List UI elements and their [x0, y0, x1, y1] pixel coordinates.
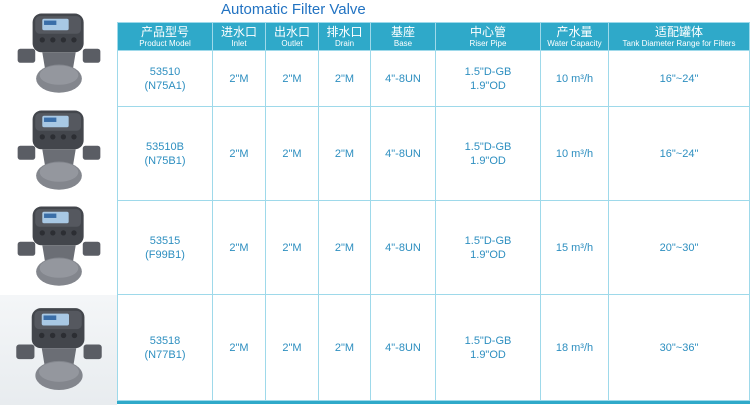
cell-riser-pipe: 1.5"D-GB 1.9"OD — [435, 200, 541, 295]
riser-line2: 1.9"OD — [470, 348, 506, 361]
cell-drain: 2"M — [318, 294, 371, 401]
cell-model: 53515 (F99B1) — [117, 200, 213, 295]
model-number: 53518 — [149, 334, 181, 347]
cell-inlet: 2"M — [212, 294, 266, 401]
col-header-en: Water Capacity — [547, 38, 602, 48]
cell-inlet: 2"M — [212, 106, 266, 201]
cell-outlet: 2"M — [265, 200, 319, 295]
model-code: (N75B1) — [144, 154, 186, 167]
riser-line2: 1.9"OD — [470, 248, 506, 261]
model-code: (N77B1) — [144, 348, 186, 361]
cell-riser-pipe: 1.5"D-GB 1.9"OD — [435, 106, 541, 201]
model-code: (F99B1) — [145, 248, 185, 261]
page-title: Automatic Filter Valve — [221, 1, 366, 18]
col-header-cn: 基座 — [390, 24, 415, 39]
col-header-cn: 出水口 — [273, 24, 310, 39]
col-header-tank-diameter: 适配罐体 Tank Diameter Range for Filters — [608, 22, 750, 51]
table-header-row: 产品型号 Product Model 进水口 Inlet 出水口 Outlet … — [117, 22, 750, 51]
cell-tank-diameter: 20"~30" — [608, 200, 750, 295]
product-photo-2 — [0, 104, 117, 198]
col-header-cn: 产品型号 — [140, 24, 189, 39]
product-photo-3 — [0, 198, 117, 295]
cell-drain: 2"M — [318, 106, 371, 201]
product-photo-column — [0, 0, 117, 410]
cell-drain: 2"M — [318, 50, 371, 107]
filter-valve-photo-icon — [17, 110, 100, 190]
cell-model: 53510 (N75A1) — [117, 50, 213, 107]
cell-base: 4"-8UN — [370, 50, 436, 107]
cell-outlet: 2"M — [265, 106, 319, 201]
cell-tank-diameter: 30"~36" — [608, 294, 750, 401]
col-header-inlet: 进水口 Inlet — [212, 22, 266, 51]
cell-water-capacity: 10 m³/h — [540, 106, 609, 201]
cell-water-capacity: 10 m³/h — [540, 50, 609, 107]
model-number: 53515 — [149, 234, 181, 247]
model-number: 53510 — [149, 65, 181, 78]
cell-model: 53510B (N75B1) — [117, 106, 213, 201]
spec-table-section: Automatic Filter Valve 产品型号 Product Mode… — [117, 0, 750, 410]
col-header-cn: 产水量 — [556, 24, 593, 39]
cell-outlet: 2"M — [265, 50, 319, 107]
bottom-accent-bar — [117, 401, 750, 404]
riser-line2: 1.9"OD — [470, 79, 506, 92]
filter-valve-photo-icon — [17, 13, 100, 93]
riser-line2: 1.9"OD — [470, 154, 506, 167]
model-number: 53510B — [146, 140, 184, 153]
model-code: (N75A1) — [144, 79, 186, 92]
col-header-en: Inlet — [231, 38, 247, 48]
col-header-en: Product Model — [139, 38, 191, 48]
table-row: 53518 (N77B1) 2"M 2"M 2"M 4"-8UN 1.5"D-G… — [117, 294, 750, 401]
cell-base: 4"-8UN — [370, 106, 436, 201]
riser-line1: 1.5"D-GB — [464, 140, 512, 153]
col-header-base: 基座 Base — [370, 22, 436, 51]
cell-drain: 2"M — [318, 200, 371, 295]
spec-table: 产品型号 Product Model 进水口 Inlet 出水口 Outlet … — [117, 22, 750, 401]
cell-riser-pipe: 1.5"D-GB 1.9"OD — [435, 50, 541, 107]
cell-inlet: 2"M — [212, 200, 266, 295]
filter-valve-photo-icon — [15, 308, 102, 390]
riser-line1: 1.5"D-GB — [464, 65, 512, 78]
cell-model: 53518 (N77B1) — [117, 294, 213, 401]
cell-tank-diameter: 16"~24" — [608, 106, 750, 201]
cell-inlet: 2"M — [212, 50, 266, 107]
riser-line1: 1.5"D-GB — [464, 234, 512, 247]
col-header-product-model: 产品型号 Product Model — [117, 22, 213, 51]
col-header-outlet: 出水口 Outlet — [265, 22, 319, 51]
cell-water-capacity: 15 m³/h — [540, 200, 609, 295]
cell-base: 4"-8UN — [370, 200, 436, 295]
col-header-en: Drain — [334, 38, 355, 48]
col-header-drain: 排水口 Drain — [318, 22, 371, 51]
table-row: 53515 (F99B1) 2"M 2"M 2"M 4"-8UN 1.5"D-G… — [117, 200, 750, 295]
product-photo-1 — [0, 4, 117, 104]
cell-water-capacity: 18 m³/h — [540, 294, 609, 401]
product-photo-4 — [0, 295, 117, 405]
riser-line1: 1.5"D-GB — [464, 334, 512, 347]
col-header-cn: 适配罐体 — [654, 24, 703, 39]
table-row: 53510B (N75B1) 2"M 2"M 2"M 4"-8UN 1.5"D-… — [117, 106, 750, 201]
col-header-en: Riser Pipe — [469, 38, 507, 48]
filter-valve-photo-icon — [17, 206, 100, 286]
cell-riser-pipe: 1.5"D-GB 1.9"OD — [435, 294, 541, 401]
col-header-riser-pipe: 中心管 Riser Pipe — [435, 22, 541, 51]
cell-tank-diameter: 16"~24" — [608, 50, 750, 107]
col-header-water-capacity: 产水量 Water Capacity — [540, 22, 609, 51]
col-header-en: Base — [393, 38, 413, 48]
cell-outlet: 2"M — [265, 294, 319, 401]
col-header-cn: 排水口 — [326, 24, 363, 39]
table-row: 53510 (N75A1) 2"M 2"M 2"M 4"-8UN 1.5"D-G… — [117, 50, 750, 107]
col-header-en: Outlet — [281, 38, 303, 48]
cell-base: 4"-8UN — [370, 294, 436, 401]
col-header-cn: 进水口 — [220, 24, 257, 39]
col-header-cn: 中心管 — [469, 24, 506, 39]
col-header-en: Tank Diameter Range for Filters — [622, 38, 736, 48]
